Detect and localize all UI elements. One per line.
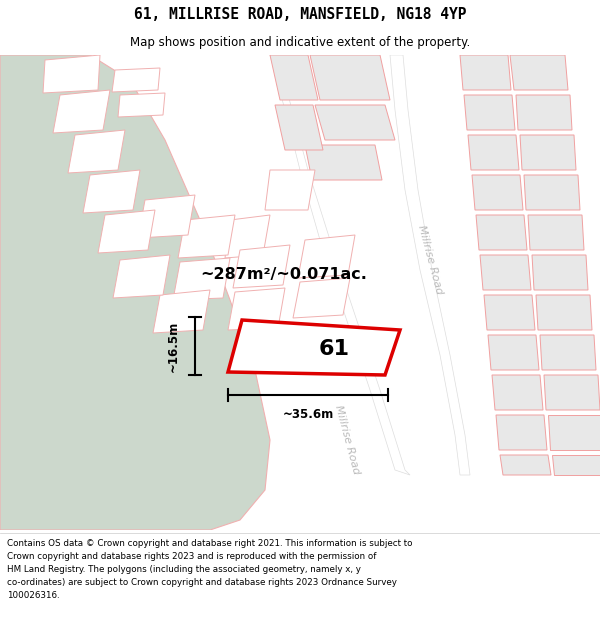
Polygon shape: [270, 55, 318, 100]
Polygon shape: [0, 55, 270, 530]
Polygon shape: [310, 55, 390, 100]
Polygon shape: [275, 105, 323, 150]
Polygon shape: [552, 455, 600, 475]
Text: ~287m²/~0.071ac.: ~287m²/~0.071ac.: [200, 268, 367, 282]
Polygon shape: [544, 375, 600, 410]
Polygon shape: [173, 258, 230, 300]
Polygon shape: [390, 55, 470, 475]
Polygon shape: [460, 55, 511, 90]
Polygon shape: [118, 93, 165, 117]
Polygon shape: [520, 135, 576, 170]
Polygon shape: [83, 170, 140, 213]
Polygon shape: [536, 295, 592, 330]
Polygon shape: [484, 295, 535, 330]
Polygon shape: [532, 255, 588, 290]
Text: Millrise Road: Millrise Road: [333, 404, 361, 476]
Polygon shape: [468, 135, 519, 170]
Polygon shape: [43, 55, 100, 93]
Polygon shape: [305, 145, 382, 180]
Polygon shape: [480, 255, 531, 290]
Polygon shape: [293, 278, 350, 318]
Polygon shape: [472, 175, 523, 210]
Polygon shape: [68, 130, 125, 173]
Polygon shape: [464, 95, 515, 130]
Polygon shape: [178, 215, 235, 258]
Polygon shape: [112, 68, 160, 92]
Text: Map shows position and indicative extent of the property.: Map shows position and indicative extent…: [130, 36, 470, 49]
Polygon shape: [496, 415, 547, 450]
Polygon shape: [98, 210, 155, 253]
Polygon shape: [113, 255, 170, 298]
Polygon shape: [315, 105, 395, 140]
Polygon shape: [233, 245, 290, 288]
Text: ~35.6m: ~35.6m: [283, 409, 334, 421]
Polygon shape: [270, 55, 410, 475]
Polygon shape: [488, 335, 539, 370]
Text: 61, MILLRISE ROAD, MANSFIELD, NG18 4YP: 61, MILLRISE ROAD, MANSFIELD, NG18 4YP: [134, 8, 466, 22]
Text: ~16.5m: ~16.5m: [167, 321, 179, 372]
Polygon shape: [138, 195, 195, 238]
Polygon shape: [225, 215, 270, 258]
Polygon shape: [476, 215, 527, 250]
Polygon shape: [228, 288, 285, 330]
Polygon shape: [540, 335, 596, 370]
Polygon shape: [53, 90, 110, 133]
Polygon shape: [265, 170, 315, 210]
Polygon shape: [548, 415, 600, 450]
Text: 61: 61: [318, 339, 349, 359]
Polygon shape: [0, 55, 600, 530]
Polygon shape: [528, 215, 584, 250]
Polygon shape: [228, 320, 400, 375]
Polygon shape: [516, 95, 572, 130]
Polygon shape: [298, 235, 355, 278]
Polygon shape: [153, 290, 210, 333]
Polygon shape: [492, 375, 543, 410]
Text: Contains OS data © Crown copyright and database right 2021. This information is : Contains OS data © Crown copyright and d…: [7, 539, 413, 600]
Text: Millrise Road: Millrise Road: [416, 224, 444, 296]
Polygon shape: [510, 55, 568, 90]
Polygon shape: [524, 175, 580, 210]
Polygon shape: [500, 455, 551, 475]
